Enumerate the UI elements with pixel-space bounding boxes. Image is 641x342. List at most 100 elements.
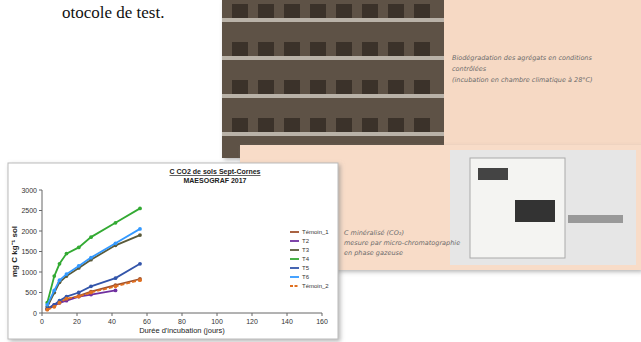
legend: Témoin_1T2T3T4T5T6Témoin_2 xyxy=(290,229,329,289)
x-tick-label: 60 xyxy=(143,318,151,325)
data-point xyxy=(52,289,56,293)
data-point xyxy=(114,276,118,280)
legend-swatch xyxy=(290,249,299,251)
x-tick xyxy=(77,313,78,316)
legend-swatch xyxy=(290,267,299,269)
legend-swatch xyxy=(290,285,299,287)
data-point xyxy=(77,294,81,298)
data-point xyxy=(65,297,69,301)
y-tick-label: 0 xyxy=(33,310,37,317)
jar xyxy=(388,42,404,56)
x-tick xyxy=(252,313,253,316)
chart-subtitle: MAESOGRAF 2017 xyxy=(183,177,246,184)
data-point xyxy=(65,272,69,276)
shelf xyxy=(222,132,444,136)
data-point xyxy=(58,278,62,282)
data-point xyxy=(114,284,118,288)
caption: en phase gazeuse xyxy=(344,249,403,257)
data-point xyxy=(45,303,49,307)
jar xyxy=(310,118,326,132)
data-point xyxy=(45,307,49,311)
jar xyxy=(414,118,430,132)
legend-swatch xyxy=(290,240,299,242)
y-tick xyxy=(39,190,42,191)
jar xyxy=(336,42,352,56)
instrument-part xyxy=(568,215,623,223)
data-point xyxy=(138,227,142,231)
series-line xyxy=(47,280,140,310)
legend-label: T6 xyxy=(302,274,310,280)
x-tick xyxy=(42,313,43,316)
data-point xyxy=(89,284,93,288)
x-tick-label: 20 xyxy=(73,318,81,325)
series-line xyxy=(47,279,140,309)
x-tick-label: 40 xyxy=(108,318,116,325)
y-tick xyxy=(39,210,42,211)
y-axis-title: mg C kg⁻¹ sol xyxy=(10,226,19,277)
y-tick-label: 1000 xyxy=(21,269,37,276)
jar xyxy=(310,80,326,94)
jar xyxy=(310,4,326,18)
jar xyxy=(336,118,352,132)
y-tick-label: 2500 xyxy=(21,207,37,214)
data-point xyxy=(52,305,56,309)
y-tick-label: 500 xyxy=(25,289,37,296)
data-point xyxy=(45,307,49,311)
legend-label: Témoin_2 xyxy=(302,283,329,289)
jar xyxy=(232,4,248,18)
data-point xyxy=(138,233,142,237)
data-point xyxy=(138,278,142,282)
data-point xyxy=(89,290,93,294)
x-tick xyxy=(147,313,148,316)
jar xyxy=(284,80,300,94)
data-point xyxy=(114,221,118,225)
data-point xyxy=(65,252,69,256)
page: otocole de test.Biodégradation des agrég… xyxy=(0,0,641,342)
jar xyxy=(414,42,430,56)
data-point xyxy=(58,262,62,266)
caption: mesure par micro-chromatographie xyxy=(344,239,460,247)
jar xyxy=(232,118,248,132)
y-tick xyxy=(39,251,42,252)
shelf xyxy=(222,94,444,98)
jar xyxy=(362,42,378,56)
caption: contrôlées xyxy=(452,65,487,73)
legend-swatch xyxy=(290,276,299,278)
legend-swatch xyxy=(290,258,299,260)
chart-bg xyxy=(8,163,338,339)
data-point xyxy=(89,235,93,239)
jar xyxy=(284,4,300,18)
jar xyxy=(362,118,378,132)
jar xyxy=(232,42,248,56)
shelf xyxy=(222,18,444,22)
data-point xyxy=(77,295,81,299)
instrument-screen xyxy=(478,168,508,180)
jar xyxy=(232,80,248,94)
photo xyxy=(450,150,636,265)
panel-bg xyxy=(222,0,641,158)
series-line xyxy=(47,229,140,305)
data-point xyxy=(89,256,93,260)
photo xyxy=(222,0,444,158)
jar xyxy=(414,80,430,94)
legend-label: T3 xyxy=(302,247,310,253)
caption: C minéralisé (CO₂) xyxy=(344,229,404,237)
x-tick xyxy=(217,313,218,316)
data-point xyxy=(114,289,118,293)
x-tick-label: 100 xyxy=(211,318,223,325)
jar xyxy=(388,80,404,94)
x-tick xyxy=(322,313,323,316)
jar xyxy=(310,42,326,56)
jar xyxy=(362,80,378,94)
data-point xyxy=(77,246,81,250)
x-tick-label: 0 xyxy=(40,318,44,325)
jar xyxy=(388,4,404,18)
y-tick xyxy=(39,272,42,273)
panel-1: Biodégradation des agrégats en condition… xyxy=(222,0,641,158)
data-point xyxy=(138,207,142,211)
jar xyxy=(336,4,352,18)
data-point xyxy=(77,291,81,295)
plot-area xyxy=(45,207,142,312)
chart-title: C CO2 de sols Sept-Cornes xyxy=(169,168,260,176)
jar xyxy=(258,42,274,56)
